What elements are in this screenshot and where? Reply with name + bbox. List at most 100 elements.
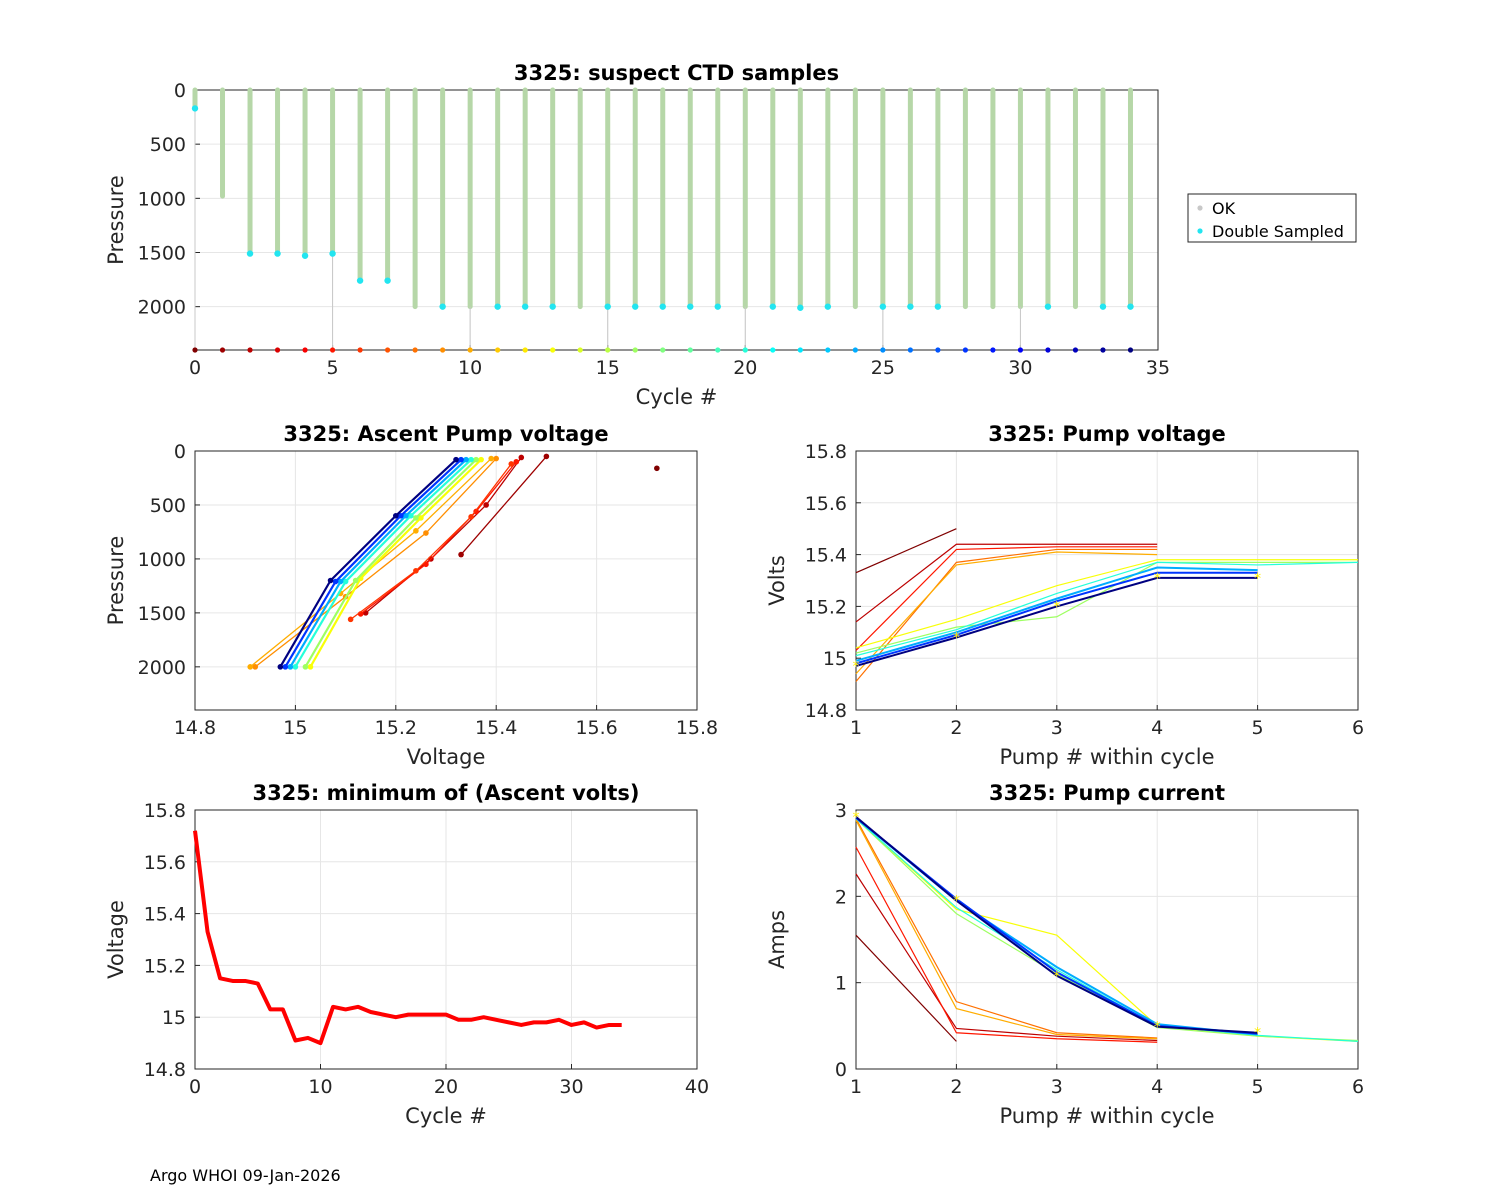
- double-sampled-point: [329, 250, 336, 257]
- double-sampled-point: [879, 303, 887, 310]
- legend-entry: OK: [1212, 199, 1236, 218]
- double-sampled-point: [907, 303, 914, 310]
- x-tick-label: 20: [434, 1076, 458, 1098]
- double-sampled-point: [632, 303, 639, 310]
- x-axis-label: Cycle #: [636, 385, 718, 409]
- double-sampled-point: [274, 250, 281, 257]
- latest-cycle-marker: *: [1254, 571, 1261, 587]
- y-tick-label: 1500: [138, 243, 186, 265]
- series-point: [543, 453, 550, 460]
- x-axis-label: Cycle #: [405, 1104, 487, 1128]
- series-point: [418, 515, 424, 521]
- x-tick-label: 0: [189, 1076, 201, 1098]
- series-point: [302, 664, 309, 670]
- series-point: [408, 512, 414, 519]
- series-point: [337, 578, 344, 585]
- series-point: [342, 578, 349, 585]
- cycle-marker: [852, 347, 858, 353]
- x-tick-label: 1: [850, 1076, 862, 1098]
- y-tick-label: 1500: [138, 603, 186, 625]
- series-point: [468, 514, 474, 520]
- series-line: [855, 548, 1158, 682]
- series-point: [403, 512, 409, 519]
- legend-marker: [1197, 205, 1203, 211]
- double-sampled-point: [797, 304, 804, 311]
- x-tick-label: 3: [1051, 1076, 1063, 1098]
- cycle-marker: [990, 347, 996, 353]
- double-sampled-point: [659, 303, 666, 310]
- cycle-marker: [935, 347, 941, 353]
- cycle-marker: [357, 347, 363, 353]
- x-tick-label: 4: [1151, 717, 1163, 739]
- cycle-marker: [605, 347, 611, 353]
- footer-note: Argo WHOI 09-Jan-2026: [150, 1166, 341, 1185]
- y-tick-label: 14.8: [144, 1059, 186, 1081]
- double-sampled-point: [604, 303, 611, 310]
- cycle-marker: [302, 347, 308, 353]
- series-point: [413, 567, 419, 574]
- axes-frame: [855, 450, 1359, 711]
- series-line: [855, 566, 1258, 662]
- double-sampled-point: [301, 252, 309, 259]
- legend-entry: Double Sampled: [1212, 222, 1344, 241]
- y-tick-label: 1000: [138, 188, 186, 210]
- double-sampled-point: [439, 303, 446, 310]
- series-line: [284, 458, 462, 668]
- series-line: [294, 458, 472, 668]
- y-tick-label: 0: [835, 1059, 847, 1081]
- y-tick-label: 15.4: [144, 904, 186, 926]
- double-sampled-point: [549, 303, 556, 310]
- series-point: [398, 512, 404, 519]
- y-tick-label: 15.6: [805, 493, 847, 515]
- series-point: [473, 456, 479, 463]
- cycle-marker: [742, 347, 748, 353]
- latest-cycle-marker: *: [1053, 599, 1060, 615]
- y-tick-label: 1000: [138, 549, 186, 571]
- series-line: [855, 846, 1158, 1043]
- cycle-marker: [1127, 347, 1134, 353]
- series-line: [855, 561, 1359, 657]
- y-tick-label: 0: [174, 80, 186, 102]
- cycle-marker: [577, 347, 583, 353]
- x-tick-label: 5: [1252, 717, 1264, 739]
- plot-pumpv: 1 2 3 4 5 6 14.8 15 15.2 15.4 15.6 15.8 3325: Pump v…: [765, 422, 1364, 769]
- cycle-marker: [770, 347, 776, 353]
- latest-cycle-marker: *: [853, 659, 860, 675]
- cycle-marker: [962, 347, 969, 353]
- cycle-marker: [550, 347, 556, 353]
- x-tick-label: 5: [327, 357, 339, 379]
- x-tick-label: 15.6: [575, 717, 617, 739]
- series-point: [413, 515, 419, 521]
- series-point: [463, 456, 469, 463]
- series-point: [252, 664, 259, 670]
- series-point: [307, 664, 314, 670]
- x-tick-label: 20: [733, 357, 757, 379]
- cycle-marker: [1100, 347, 1106, 353]
- series-line: [304, 458, 477, 668]
- cycle-marker: [797, 347, 803, 353]
- series-point: [282, 664, 289, 670]
- x-tick-label: 35: [1146, 357, 1170, 379]
- series-point: [423, 530, 429, 536]
- axes-frame: [855, 809, 1359, 1070]
- y-axis-label: Volts: [765, 555, 789, 606]
- series-line: [855, 546, 1158, 651]
- x-tick-label: 25: [871, 357, 895, 379]
- cycle-marker: [880, 347, 886, 353]
- series-point: [468, 456, 474, 463]
- cycle-marker: [495, 347, 501, 353]
- y-tick-label: 15.2: [144, 955, 186, 977]
- double-sampled-point: [494, 303, 501, 310]
- series-point: [332, 578, 339, 585]
- axes-box: [855, 450, 1359, 711]
- legend: OK Double Sampled: [1187, 193, 1357, 243]
- plot-title: 3325: Pump current: [989, 781, 1225, 805]
- series-line: [855, 543, 1158, 623]
- series-point: [508, 461, 515, 467]
- series-point: [453, 456, 459, 463]
- plot-title: 3325: minimum of (Ascent volts): [252, 781, 639, 805]
- series-point: [493, 455, 500, 462]
- x-axis-label: Pump # within cycle: [1000, 745, 1215, 769]
